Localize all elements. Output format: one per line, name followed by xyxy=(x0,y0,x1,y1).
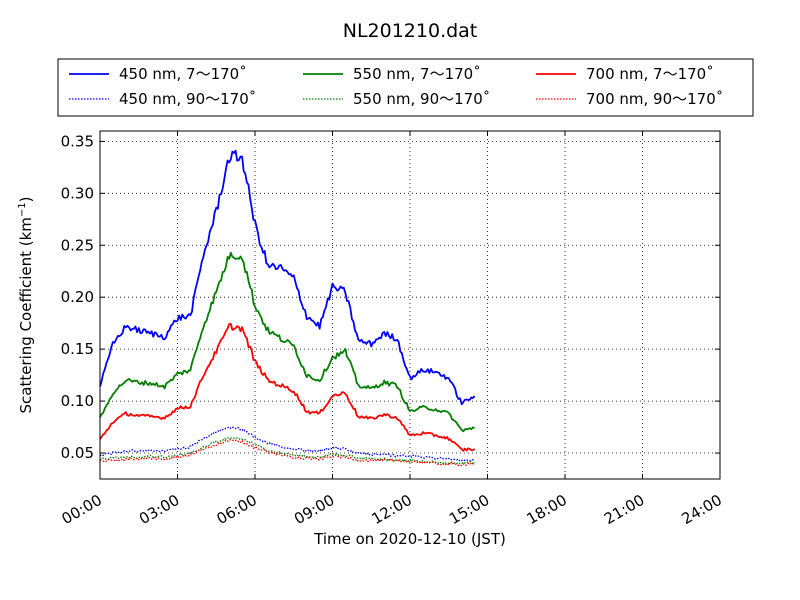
legend-box xyxy=(57,58,754,117)
y-tick-label: 0.35 xyxy=(61,132,94,150)
series-line xyxy=(99,322,476,452)
legend-label: 550 nm, 90～170˚ xyxy=(353,90,490,108)
y-tick-label: 0.20 xyxy=(61,288,94,306)
y-tick-label: 0.25 xyxy=(61,236,94,254)
x-tick-label: 18:00 xyxy=(524,491,570,528)
y-tick-label: 0.30 xyxy=(61,184,94,202)
legend-label: 450 nm, 7～170˚ xyxy=(119,65,247,83)
y-axis-label: Scattering Coefficient (km−1) xyxy=(17,196,35,413)
x-axis: 00:00 03:00 06:00 09:00 12:00 15:00 18:00 21:00… xyxy=(59,131,725,528)
legend-label: 700 nm, 90～170˚ xyxy=(586,90,723,108)
y-tick-label: 0.15 xyxy=(61,340,94,358)
legend-label: 450 nm, 90～170˚ xyxy=(119,90,256,108)
y-tick-label: 0.05 xyxy=(61,444,94,462)
series-layer xyxy=(99,149,476,467)
chart-title: NL201210.dat xyxy=(343,20,478,42)
x-tick-label: 21:00 xyxy=(601,491,647,528)
series-line xyxy=(99,251,475,433)
legend-label: 550 nm, 7～170˚ xyxy=(353,65,481,83)
x-tick-label: 06:00 xyxy=(214,491,260,528)
x-tick-label: 03:00 xyxy=(136,491,182,528)
x-tick-label: 24:00 xyxy=(679,491,725,528)
x-tick-label: 15:00 xyxy=(446,491,492,528)
chart-legend: 450 nm, 7～170˚ 450 nm, 90～170˚ 550 nm, 7～1… xyxy=(57,58,754,117)
x-tick-label: 09:00 xyxy=(291,491,337,528)
y-axis: 0.05 0.10 0.15 0.20 0.25 0.30 0.35 xyxy=(61,132,720,462)
x-tick-label: 00:00 xyxy=(59,491,105,528)
series-line xyxy=(99,426,475,462)
x-tick-label: 12:00 xyxy=(369,491,415,528)
y-tick-label: 0.10 xyxy=(61,392,94,410)
series-line xyxy=(99,149,476,406)
series-line xyxy=(99,437,476,465)
series-line xyxy=(100,438,475,467)
y-axis-label-main: Scattering Coefficient (km xyxy=(17,217,35,413)
x-axis-label: Time on 2020-12-10 (JST) xyxy=(313,530,506,548)
legend-label: 700 nm, 7～170˚ xyxy=(586,65,714,83)
y-axis-label-unit-exponent: −1 xyxy=(17,202,28,217)
y-axis-label-close: ) xyxy=(17,196,35,202)
grid-lines xyxy=(100,131,720,479)
